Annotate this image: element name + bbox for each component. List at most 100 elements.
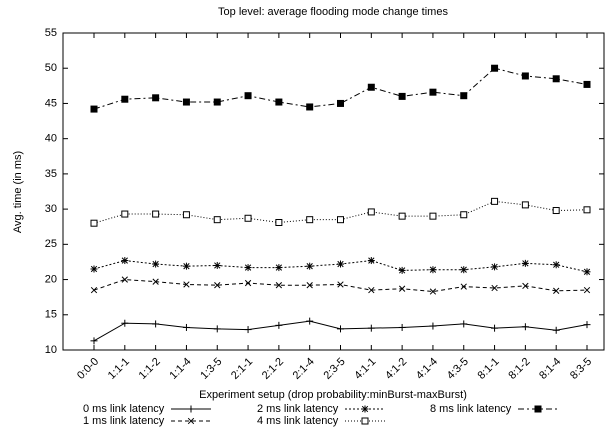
y-tick-label: 10 bbox=[45, 344, 57, 356]
marker-square bbox=[491, 64, 499, 72]
marker-square bbox=[213, 216, 221, 224]
marker-stroke bbox=[275, 282, 283, 289]
y-tick-label: 50 bbox=[45, 62, 57, 74]
marker-stroke bbox=[522, 282, 529, 290]
marker bbox=[553, 287, 560, 294]
marker bbox=[152, 260, 160, 268]
legend-label: 8 ms link latency bbox=[430, 403, 512, 415]
marker-square bbox=[306, 103, 314, 111]
marker-stroke bbox=[583, 268, 591, 275]
marker bbox=[152, 320, 160, 328]
series-line bbox=[93, 200, 588, 224]
marker bbox=[244, 92, 252, 100]
marker-square bbox=[182, 211, 190, 219]
x-tick-label: 2:3-5 bbox=[321, 356, 347, 382]
marker bbox=[398, 92, 406, 100]
marker bbox=[213, 98, 221, 106]
marker-square bbox=[552, 207, 560, 215]
x-tick-label: 2:1-4 bbox=[291, 356, 317, 382]
marker-stroke bbox=[183, 263, 190, 270]
marker bbox=[121, 95, 129, 103]
marker bbox=[90, 105, 98, 113]
marker-square bbox=[337, 99, 344, 107]
marker bbox=[306, 317, 314, 325]
marker bbox=[429, 322, 437, 330]
marker bbox=[306, 216, 314, 224]
marker bbox=[187, 405, 195, 413]
marker-square bbox=[367, 208, 375, 216]
y-tick-label: 40 bbox=[45, 133, 57, 145]
marker bbox=[361, 405, 369, 413]
marker bbox=[275, 264, 283, 272]
x-tick-label: 8:1-2 bbox=[506, 356, 532, 382]
marker bbox=[90, 219, 98, 227]
marker bbox=[337, 325, 344, 333]
marker bbox=[244, 279, 252, 287]
marker bbox=[367, 257, 375, 265]
marker-stroke bbox=[491, 284, 498, 292]
marker bbox=[275, 282, 283, 289]
marker-square bbox=[521, 201, 529, 209]
marker-stroke bbox=[214, 262, 221, 269]
marker-stroke bbox=[429, 288, 437, 295]
marker bbox=[583, 206, 591, 214]
marker-stroke bbox=[553, 261, 560, 268]
marker bbox=[213, 216, 221, 224]
marker-square bbox=[361, 417, 369, 425]
marker-stroke bbox=[152, 260, 159, 268]
marker bbox=[90, 265, 98, 273]
marker bbox=[368, 286, 375, 294]
y-tick-label: 15 bbox=[45, 309, 57, 321]
marker bbox=[429, 288, 437, 295]
marker-stroke bbox=[187, 417, 195, 425]
marker-stroke bbox=[306, 282, 313, 289]
marker bbox=[275, 218, 283, 226]
legend-label: 0 ms link latency bbox=[83, 403, 165, 415]
x-tick-label: 4:3-5 bbox=[445, 356, 471, 382]
marker bbox=[152, 278, 159, 285]
marker bbox=[187, 417, 195, 425]
marker bbox=[522, 282, 529, 290]
marker-square bbox=[367, 83, 375, 91]
marker-square bbox=[121, 95, 129, 103]
marker bbox=[429, 266, 437, 274]
marker bbox=[429, 212, 437, 220]
x-tick-label: 4:1-2 bbox=[383, 356, 409, 382]
marker-square bbox=[152, 210, 160, 218]
marker bbox=[491, 197, 499, 205]
marker bbox=[90, 286, 98, 294]
marker bbox=[337, 260, 344, 268]
marker bbox=[337, 99, 344, 107]
marker bbox=[213, 325, 221, 333]
marker bbox=[121, 210, 129, 218]
marker-stroke bbox=[398, 285, 406, 292]
marker bbox=[552, 326, 560, 334]
marker bbox=[275, 321, 283, 329]
marker bbox=[521, 323, 529, 331]
marker-stroke bbox=[121, 276, 128, 283]
legend-label: 1 ms link latency bbox=[83, 415, 165, 427]
marker bbox=[90, 337, 98, 345]
legend-label: 4 ms link latency bbox=[257, 415, 339, 427]
marker bbox=[491, 263, 499, 271]
marker bbox=[367, 83, 375, 91]
marker bbox=[183, 281, 190, 288]
marker-stroke bbox=[522, 260, 529, 267]
x-axis-label: Experiment setup (drop probability:minBu… bbox=[199, 389, 467, 401]
marker bbox=[121, 257, 129, 265]
x-tick-label: 4:1-4 bbox=[414, 356, 440, 382]
marker bbox=[214, 282, 221, 289]
marker bbox=[534, 405, 542, 413]
marker bbox=[306, 282, 313, 289]
marker bbox=[491, 324, 499, 332]
x-tick-label: 0:0-0 bbox=[75, 356, 101, 382]
marker bbox=[583, 286, 591, 294]
marker bbox=[460, 211, 468, 219]
marker-stroke bbox=[398, 267, 406, 274]
marker bbox=[398, 323, 406, 331]
x-tick-label: 2:1-1 bbox=[229, 356, 255, 382]
marker-square bbox=[90, 105, 98, 113]
marker-stroke bbox=[429, 266, 437, 273]
marker bbox=[367, 324, 375, 332]
